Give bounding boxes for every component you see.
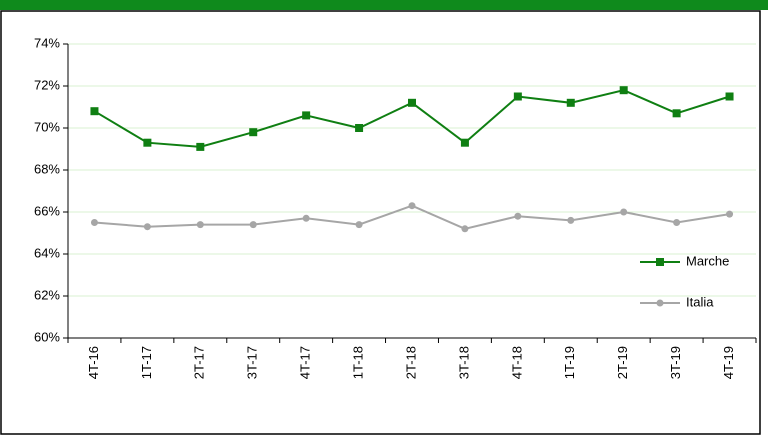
- x-tick-label: 2T-18: [403, 346, 418, 379]
- marker: [460, 138, 469, 147]
- y-tick-label: 70%: [34, 119, 60, 134]
- x-tick-label: 3T-19: [668, 346, 683, 379]
- marker: [196, 142, 205, 151]
- y-tick-label: 72%: [34, 77, 60, 92]
- marker: [143, 138, 152, 147]
- x-tick-label: 4T-17: [298, 346, 313, 379]
- marker: [620, 208, 628, 216]
- marker: [461, 225, 469, 233]
- legend-marker: [656, 299, 664, 307]
- marker: [90, 107, 99, 116]
- marker: [513, 92, 522, 101]
- x-tick-label: 1T-17: [139, 346, 154, 379]
- y-tick-label: 62%: [34, 287, 60, 302]
- chart-frame: [0, 10, 761, 435]
- y-tick-label: 60%: [34, 329, 60, 344]
- x-tick-label: 2T-17: [192, 346, 207, 379]
- marker: [726, 210, 734, 218]
- marker: [566, 98, 575, 107]
- x-tick-label: 1T-19: [562, 346, 577, 379]
- x-tick-label: 4T-16: [86, 346, 101, 379]
- line: [93, 89, 730, 148]
- marker: [249, 128, 258, 137]
- legend-label: Marche: [686, 253, 729, 268]
- y-tick-label: 64%: [34, 245, 60, 260]
- marker: [567, 216, 575, 224]
- marker: [90, 219, 98, 226]
- legend-marker: [656, 258, 664, 266]
- marker: [355, 124, 364, 132]
- y-tick-label: 66%: [34, 203, 60, 218]
- marker: [249, 221, 257, 229]
- marker: [514, 212, 522, 220]
- x-tick-label: 4T-18: [509, 346, 524, 379]
- marker: [619, 86, 628, 95]
- marker: [725, 92, 734, 101]
- x-tick-label: 3T-17: [245, 346, 260, 379]
- marker: [302, 111, 311, 120]
- marker: [196, 221, 204, 229]
- marker: [302, 214, 310, 222]
- x-tick-label: 3T-18: [456, 346, 471, 379]
- y-tick-label: 74%: [34, 35, 60, 50]
- marker: [672, 109, 681, 118]
- y-tick-label: 68%: [34, 161, 60, 176]
- x-tick-label: 4T-19: [721, 346, 736, 379]
- marker: [143, 223, 151, 231]
- marker: [408, 202, 416, 210]
- marker: [408, 98, 416, 107]
- header-bar: [0, 0, 768, 10]
- marker: [673, 219, 681, 226]
- x-tick-label: 1T-18: [351, 346, 366, 379]
- legend-label: Italia: [686, 294, 714, 309]
- x-tick-label: 2T-19: [615, 346, 630, 379]
- marker: [355, 221, 363, 229]
